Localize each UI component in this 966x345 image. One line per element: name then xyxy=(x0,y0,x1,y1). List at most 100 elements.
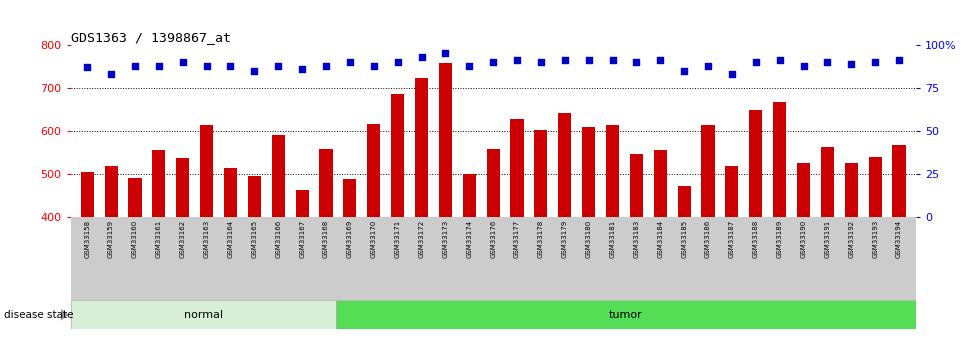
Bar xyxy=(510,119,524,217)
Point xyxy=(533,59,549,65)
Text: GSM33188: GSM33188 xyxy=(753,220,758,258)
Text: GSM33163: GSM33163 xyxy=(204,220,210,258)
Point xyxy=(557,58,573,63)
Bar xyxy=(630,154,643,217)
Point xyxy=(892,58,907,63)
Bar xyxy=(750,110,762,217)
Point xyxy=(413,54,429,60)
Point xyxy=(342,59,357,65)
Text: GSM33191: GSM33191 xyxy=(824,220,831,258)
Bar xyxy=(582,127,595,217)
Text: GSM33189: GSM33189 xyxy=(777,220,782,258)
Text: GSM33168: GSM33168 xyxy=(323,220,329,258)
Text: GSM33165: GSM33165 xyxy=(251,220,257,258)
Bar xyxy=(224,168,237,217)
Text: GSM33174: GSM33174 xyxy=(467,220,472,258)
Bar xyxy=(271,136,285,217)
Point xyxy=(724,71,740,77)
Text: normal: normal xyxy=(184,310,223,320)
Text: GSM33183: GSM33183 xyxy=(634,220,639,258)
Point xyxy=(653,58,668,63)
Point xyxy=(295,66,310,72)
Bar xyxy=(200,125,213,217)
Text: GSM33170: GSM33170 xyxy=(371,220,377,258)
Text: GSM33184: GSM33184 xyxy=(657,220,664,258)
Bar xyxy=(797,162,810,217)
Polygon shape xyxy=(61,309,69,321)
Text: GSM33171: GSM33171 xyxy=(395,220,401,258)
Bar xyxy=(367,124,381,217)
Bar xyxy=(439,63,452,217)
Text: GSM33179: GSM33179 xyxy=(562,220,568,258)
Text: GSM33159: GSM33159 xyxy=(108,220,114,258)
Point xyxy=(223,63,239,68)
Text: GSM33186: GSM33186 xyxy=(705,220,711,258)
Bar xyxy=(320,149,332,217)
Bar xyxy=(81,172,94,217)
Point xyxy=(748,59,763,65)
Point xyxy=(390,59,406,65)
Bar xyxy=(487,149,499,217)
Bar xyxy=(153,150,165,217)
Bar xyxy=(677,186,691,217)
Point xyxy=(676,68,692,73)
Bar xyxy=(821,147,834,217)
Text: GSM33158: GSM33158 xyxy=(84,220,90,258)
Bar xyxy=(463,174,476,217)
Text: GSM33180: GSM33180 xyxy=(585,220,591,258)
Text: GSM33194: GSM33194 xyxy=(896,220,902,258)
Point xyxy=(175,59,190,65)
Point xyxy=(462,63,477,68)
Point xyxy=(318,63,333,68)
Bar xyxy=(248,176,261,217)
Point xyxy=(199,63,214,68)
Point xyxy=(820,59,836,65)
Text: GSM33169: GSM33169 xyxy=(347,220,353,258)
Point xyxy=(629,59,644,65)
Text: GSM33161: GSM33161 xyxy=(156,220,162,258)
Text: GSM33160: GSM33160 xyxy=(132,220,138,258)
Bar xyxy=(71,300,336,329)
Text: GSM33185: GSM33185 xyxy=(681,220,687,258)
Bar xyxy=(343,179,356,217)
Text: GSM33172: GSM33172 xyxy=(418,220,424,258)
Bar xyxy=(868,157,882,217)
Text: GSM33173: GSM33173 xyxy=(442,220,448,258)
Point xyxy=(796,63,811,68)
Text: tumor: tumor xyxy=(610,310,642,320)
Bar xyxy=(104,166,118,217)
Point xyxy=(438,51,453,56)
Bar xyxy=(701,126,715,217)
Bar xyxy=(654,150,667,217)
Bar xyxy=(296,190,309,217)
Point xyxy=(103,71,119,77)
Bar xyxy=(336,300,916,329)
Bar xyxy=(391,95,404,217)
Text: GSM33190: GSM33190 xyxy=(801,220,807,258)
Point xyxy=(151,63,166,68)
Text: disease state: disease state xyxy=(4,310,73,320)
Point xyxy=(581,58,596,63)
Point xyxy=(246,68,262,73)
Text: GSM33176: GSM33176 xyxy=(490,220,497,258)
Text: GSM33178: GSM33178 xyxy=(538,220,544,258)
Text: GDS1363 / 1398867_at: GDS1363 / 1398867_at xyxy=(71,31,231,44)
Text: GSM33164: GSM33164 xyxy=(228,220,234,258)
Point xyxy=(79,65,95,70)
Text: GSM33187: GSM33187 xyxy=(729,220,735,258)
Point xyxy=(270,63,286,68)
Point xyxy=(128,63,143,68)
Point xyxy=(867,59,883,65)
Bar xyxy=(128,178,142,217)
Bar xyxy=(725,166,738,217)
Text: GSM33177: GSM33177 xyxy=(514,220,520,258)
Point xyxy=(605,58,620,63)
Text: GSM33193: GSM33193 xyxy=(872,220,878,258)
Text: GSM33181: GSM33181 xyxy=(610,220,615,258)
Bar xyxy=(844,162,858,217)
Text: GSM33167: GSM33167 xyxy=(299,220,305,258)
Point xyxy=(772,58,787,63)
Point xyxy=(485,59,500,65)
Bar xyxy=(893,145,905,217)
Bar xyxy=(558,112,571,217)
